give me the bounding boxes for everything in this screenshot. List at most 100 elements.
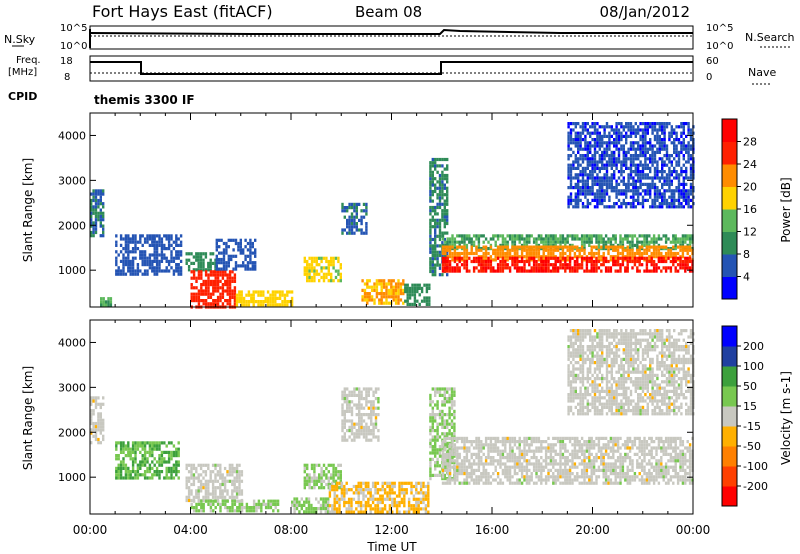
velocity-cell — [115, 473, 118, 477]
power-cell — [675, 144, 678, 148]
power-cell — [177, 250, 180, 254]
power-data-layer — [90, 122, 695, 309]
power-cell — [250, 293, 253, 297]
power-cell — [612, 259, 615, 264]
power-cell — [586, 182, 589, 186]
power-cell — [429, 225, 432, 229]
power-cell — [537, 245, 541, 249]
power-cell — [506, 263, 509, 267]
power-cell — [448, 259, 452, 264]
power-cell — [446, 173, 449, 178]
power-cell — [559, 255, 562, 259]
power-cell — [593, 150, 597, 154]
power-cell — [638, 234, 641, 238]
velocity-cell — [134, 476, 137, 480]
velocity-cell — [195, 506, 198, 510]
velocity-cell — [448, 462, 452, 466]
velocity-cell — [436, 400, 439, 404]
power-cell — [172, 272, 176, 276]
power-cell — [231, 270, 234, 274]
power-cell — [572, 150, 575, 154]
power-cell — [661, 147, 664, 151]
power-cell — [163, 247, 166, 251]
power-cell — [669, 269, 673, 273]
power-cell — [523, 255, 526, 259]
power-cell — [508, 256, 512, 260]
power-cell — [621, 256, 625, 260]
power-cell — [672, 234, 675, 238]
power-cell — [310, 269, 314, 273]
power-cell — [673, 141, 676, 145]
velocity-cell — [235, 495, 239, 499]
power-cell — [431, 189, 434, 194]
power-cell — [235, 303, 239, 307]
power-cell — [585, 234, 589, 238]
velocity-cell — [350, 419, 354, 423]
velocity-cell — [94, 399, 98, 403]
power-cell — [620, 147, 623, 151]
power-cell — [190, 286, 193, 290]
power-cell — [501, 269, 505, 273]
power-cell — [516, 259, 519, 264]
power-cell — [588, 256, 591, 260]
power-cell — [431, 250, 434, 254]
power-cell — [572, 163, 575, 167]
power-cell — [577, 160, 580, 164]
power-cell — [158, 269, 161, 273]
power-cell — [641, 154, 645, 158]
power-cell — [216, 270, 220, 274]
power-cell — [544, 234, 548, 238]
power-cell — [487, 263, 490, 267]
power-cell — [620, 160, 623, 164]
velocity-cell — [190, 498, 193, 503]
velocity-cell — [303, 476, 306, 480]
velocity-cell — [369, 504, 372, 508]
power-cell — [574, 134, 577, 138]
power-cell — [238, 293, 241, 297]
velocity-cell — [192, 499, 196, 503]
power-cell — [653, 198, 657, 202]
power-cell — [637, 144, 640, 148]
power-cell — [246, 248, 250, 252]
power-cell — [143, 256, 147, 260]
power-cell — [632, 176, 635, 180]
velocity-cell — [348, 425, 351, 429]
power-cell — [451, 266, 454, 270]
power-cell — [663, 122, 666, 126]
velocity-cell — [412, 510, 416, 514]
power-cell — [402, 282, 405, 286]
power-cell — [350, 228, 354, 232]
power-cell — [170, 243, 173, 247]
velocity-cell — [333, 484, 336, 489]
velocity-cell — [370, 406, 373, 410]
power-cell — [646, 198, 649, 202]
velocity-cell — [231, 489, 234, 493]
velocity-cell — [458, 468, 461, 472]
velocity-cell — [350, 409, 354, 413]
velocity-cell — [199, 473, 203, 477]
power-cell — [672, 259, 675, 264]
power-cell — [637, 125, 640, 129]
velocity-cell — [306, 476, 309, 480]
power-cell — [680, 195, 683, 199]
power-cell — [661, 176, 664, 180]
power-cell — [674, 247, 677, 251]
velocity-cell — [204, 470, 208, 474]
power-cell — [544, 266, 548, 270]
power-cell — [429, 257, 432, 261]
velocity-cell — [207, 486, 210, 490]
power-cell — [644, 147, 647, 151]
velocity-cell — [214, 486, 217, 490]
velocity-cell — [257, 506, 261, 510]
power-cell — [416, 299, 419, 303]
power-cell — [104, 303, 108, 307]
power-cell — [418, 283, 421, 287]
velocity-cell — [438, 435, 442, 439]
power-cell — [202, 279, 205, 283]
power-cell — [579, 138, 582, 142]
power-cell — [465, 248, 469, 252]
power-cell — [387, 295, 391, 299]
power-cell — [655, 245, 658, 249]
velocity-cell — [374, 504, 377, 508]
power-cell — [492, 258, 495, 262]
